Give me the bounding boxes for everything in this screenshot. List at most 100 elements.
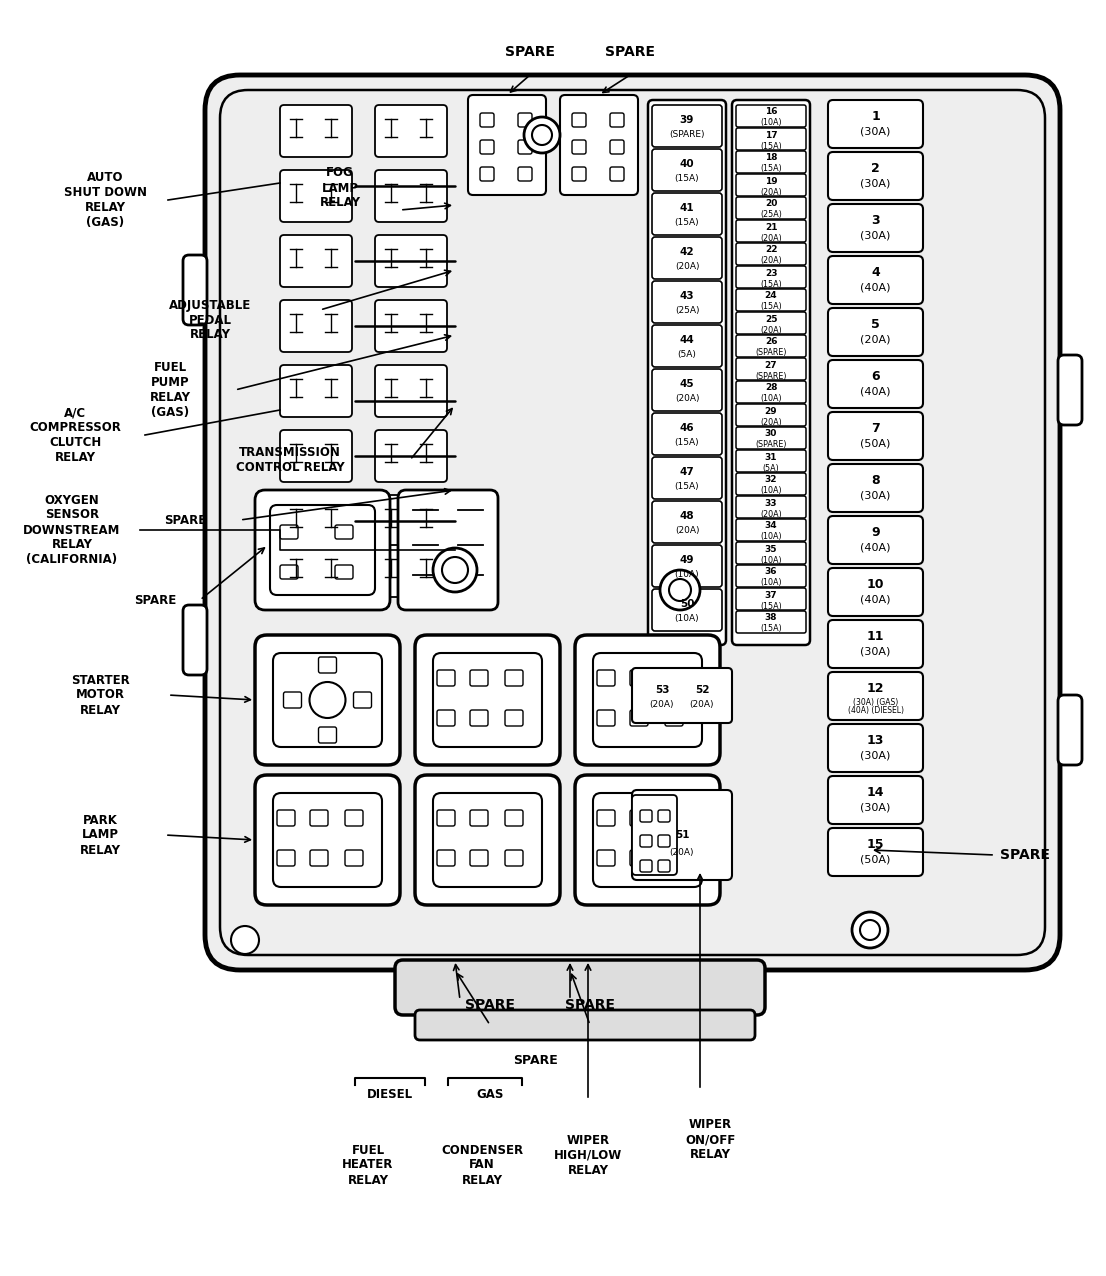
- Text: 53: 53: [655, 685, 669, 695]
- Text: 22: 22: [764, 245, 778, 254]
- Text: GAS: GAS: [477, 1088, 503, 1101]
- FancyBboxPatch shape: [828, 620, 924, 669]
- FancyBboxPatch shape: [665, 810, 684, 826]
- Text: 24: 24: [764, 291, 778, 301]
- FancyBboxPatch shape: [828, 672, 924, 720]
- Text: (20A): (20A): [675, 393, 699, 402]
- FancyBboxPatch shape: [518, 114, 532, 128]
- FancyBboxPatch shape: [480, 167, 494, 181]
- Text: SPARE: SPARE: [605, 45, 655, 59]
- Text: (15A): (15A): [675, 481, 699, 490]
- FancyBboxPatch shape: [375, 495, 447, 547]
- Text: CONDENSER
FAN
RELAY: CONDENSER FAN RELAY: [441, 1143, 523, 1187]
- FancyBboxPatch shape: [593, 792, 702, 887]
- Text: (50A): (50A): [860, 439, 890, 449]
- FancyBboxPatch shape: [375, 300, 447, 352]
- Text: SPARE: SPARE: [134, 593, 176, 606]
- FancyBboxPatch shape: [653, 237, 722, 279]
- Text: (5A): (5A): [763, 463, 780, 472]
- FancyBboxPatch shape: [255, 490, 390, 610]
- FancyBboxPatch shape: [283, 692, 302, 708]
- Text: 16: 16: [764, 107, 778, 116]
- Text: 38: 38: [764, 614, 778, 623]
- Text: 49: 49: [680, 555, 695, 565]
- FancyBboxPatch shape: [375, 105, 447, 157]
- FancyBboxPatch shape: [597, 670, 615, 686]
- Text: (15A): (15A): [760, 601, 782, 610]
- FancyBboxPatch shape: [828, 723, 924, 772]
- FancyBboxPatch shape: [182, 605, 207, 675]
- Text: (40A): (40A): [860, 387, 890, 397]
- Text: (10A): (10A): [675, 569, 699, 578]
- Text: 52: 52: [695, 685, 709, 695]
- FancyBboxPatch shape: [828, 100, 924, 148]
- FancyBboxPatch shape: [505, 709, 523, 726]
- FancyBboxPatch shape: [280, 105, 352, 157]
- FancyBboxPatch shape: [575, 635, 720, 766]
- Text: 1: 1: [872, 110, 880, 122]
- FancyBboxPatch shape: [220, 91, 1045, 954]
- FancyBboxPatch shape: [375, 545, 447, 597]
- FancyBboxPatch shape: [375, 430, 447, 482]
- FancyBboxPatch shape: [572, 167, 586, 181]
- FancyBboxPatch shape: [335, 565, 353, 579]
- FancyBboxPatch shape: [319, 727, 336, 743]
- Circle shape: [669, 579, 691, 601]
- Text: 9: 9: [872, 526, 879, 538]
- FancyBboxPatch shape: [665, 850, 684, 866]
- FancyBboxPatch shape: [354, 692, 372, 708]
- Text: (30A): (30A): [860, 179, 890, 189]
- Text: (15A): (15A): [675, 217, 699, 227]
- FancyBboxPatch shape: [735, 288, 806, 311]
- Text: 51: 51: [675, 829, 689, 840]
- FancyBboxPatch shape: [398, 490, 498, 610]
- Text: (15A): (15A): [675, 438, 699, 447]
- FancyBboxPatch shape: [437, 850, 455, 866]
- FancyBboxPatch shape: [255, 635, 400, 766]
- FancyBboxPatch shape: [653, 369, 722, 411]
- FancyBboxPatch shape: [560, 94, 638, 195]
- Text: (20A): (20A): [860, 336, 890, 345]
- FancyBboxPatch shape: [653, 457, 722, 499]
- FancyBboxPatch shape: [828, 776, 924, 824]
- FancyBboxPatch shape: [658, 835, 670, 847]
- FancyBboxPatch shape: [630, 709, 648, 726]
- FancyBboxPatch shape: [735, 151, 806, 174]
- FancyBboxPatch shape: [640, 860, 653, 872]
- Text: (SPARE): (SPARE): [755, 440, 786, 449]
- Text: (20A): (20A): [760, 234, 782, 242]
- FancyBboxPatch shape: [280, 365, 352, 417]
- FancyBboxPatch shape: [468, 94, 546, 195]
- FancyBboxPatch shape: [828, 568, 924, 616]
- Text: 7: 7: [872, 421, 880, 435]
- FancyBboxPatch shape: [653, 501, 722, 544]
- Text: 28: 28: [764, 384, 778, 393]
- FancyBboxPatch shape: [665, 670, 684, 686]
- FancyBboxPatch shape: [653, 149, 722, 191]
- FancyBboxPatch shape: [658, 810, 670, 822]
- FancyBboxPatch shape: [597, 810, 615, 826]
- Text: 18: 18: [764, 153, 778, 162]
- Text: (10A): (10A): [760, 532, 782, 541]
- FancyBboxPatch shape: [735, 242, 806, 265]
- FancyBboxPatch shape: [828, 152, 924, 200]
- FancyBboxPatch shape: [280, 300, 352, 352]
- Text: TRANSMISSION
CONTROL RELAY: TRANSMISSION CONTROL RELAY: [236, 447, 344, 473]
- Circle shape: [434, 547, 477, 592]
- Text: 4: 4: [872, 265, 880, 278]
- FancyBboxPatch shape: [735, 496, 806, 518]
- FancyBboxPatch shape: [632, 795, 677, 875]
- Text: 42: 42: [680, 248, 695, 256]
- Circle shape: [660, 570, 700, 610]
- Text: (SPARE): (SPARE): [669, 129, 705, 139]
- Text: (30A): (30A): [860, 647, 890, 657]
- Text: (20A): (20A): [760, 417, 782, 426]
- Text: 48: 48: [680, 510, 695, 521]
- Text: 39: 39: [680, 115, 695, 125]
- FancyBboxPatch shape: [735, 565, 806, 587]
- FancyBboxPatch shape: [735, 519, 806, 541]
- Text: (SPARE): (SPARE): [755, 371, 786, 380]
- Text: AUTO
SHUT DOWN
RELAY
(GAS): AUTO SHUT DOWN RELAY (GAS): [63, 171, 146, 228]
- Text: ADJUSTABLE
PEDAL
RELAY: ADJUSTABLE PEDAL RELAY: [169, 299, 251, 342]
- Circle shape: [532, 125, 552, 145]
